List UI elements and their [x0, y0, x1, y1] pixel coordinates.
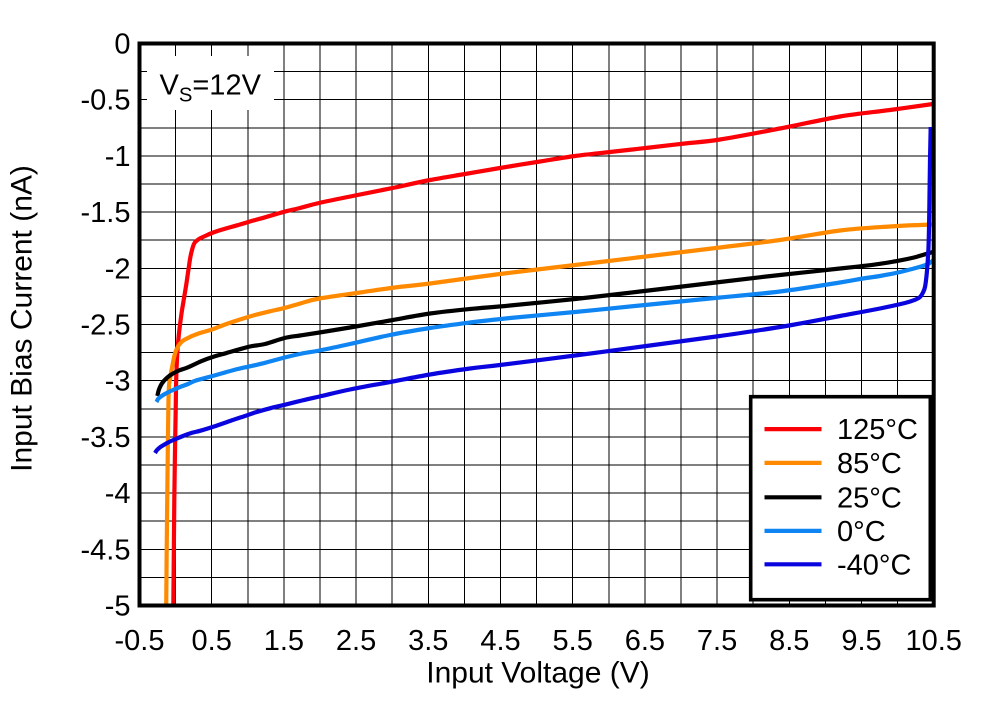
svg-text:-2.5: -2.5 — [81, 310, 131, 342]
svg-text:3.5: 3.5 — [408, 625, 448, 657]
svg-text:6.5: 6.5 — [625, 625, 665, 657]
svg-text:5.5: 5.5 — [553, 625, 593, 657]
svg-text:-4: -4 — [105, 478, 131, 510]
svg-text:Input Bias Current (nA): Input Bias Current (nA) — [6, 165, 39, 472]
svg-text:-4.5: -4.5 — [81, 534, 131, 566]
svg-text:125°C: 125°C — [837, 414, 918, 446]
svg-text:8.5: 8.5 — [769, 625, 809, 657]
svg-text:-1.5: -1.5 — [81, 197, 131, 229]
svg-text:0°C: 0°C — [837, 516, 886, 548]
svg-text:9.5: 9.5 — [841, 625, 881, 657]
svg-text:7.5: 7.5 — [697, 625, 737, 657]
svg-text:-40°C: -40°C — [837, 549, 911, 581]
svg-text:VS=12V: VS=12V — [160, 70, 262, 107]
svg-text:Input Voltage (V): Input Voltage (V) — [426, 657, 649, 690]
svg-text:-2: -2 — [105, 253, 131, 285]
svg-text:-5: -5 — [105, 591, 131, 623]
svg-text:1.5: 1.5 — [264, 625, 304, 657]
svg-text:0: 0 — [114, 29, 130, 61]
svg-text:85°C: 85°C — [837, 448, 902, 480]
svg-text:0.5: 0.5 — [192, 625, 232, 657]
svg-text:25°C: 25°C — [837, 482, 902, 514]
svg-text:-3: -3 — [105, 366, 131, 398]
svg-text:-3.5: -3.5 — [81, 422, 131, 454]
svg-text:-0.5: -0.5 — [81, 85, 131, 117]
svg-text:-1: -1 — [105, 141, 131, 173]
svg-text:2.5: 2.5 — [336, 625, 376, 657]
svg-text:10.5: 10.5 — [905, 625, 961, 657]
svg-text:-0.5: -0.5 — [115, 625, 165, 657]
svg-text:4.5: 4.5 — [480, 625, 520, 657]
